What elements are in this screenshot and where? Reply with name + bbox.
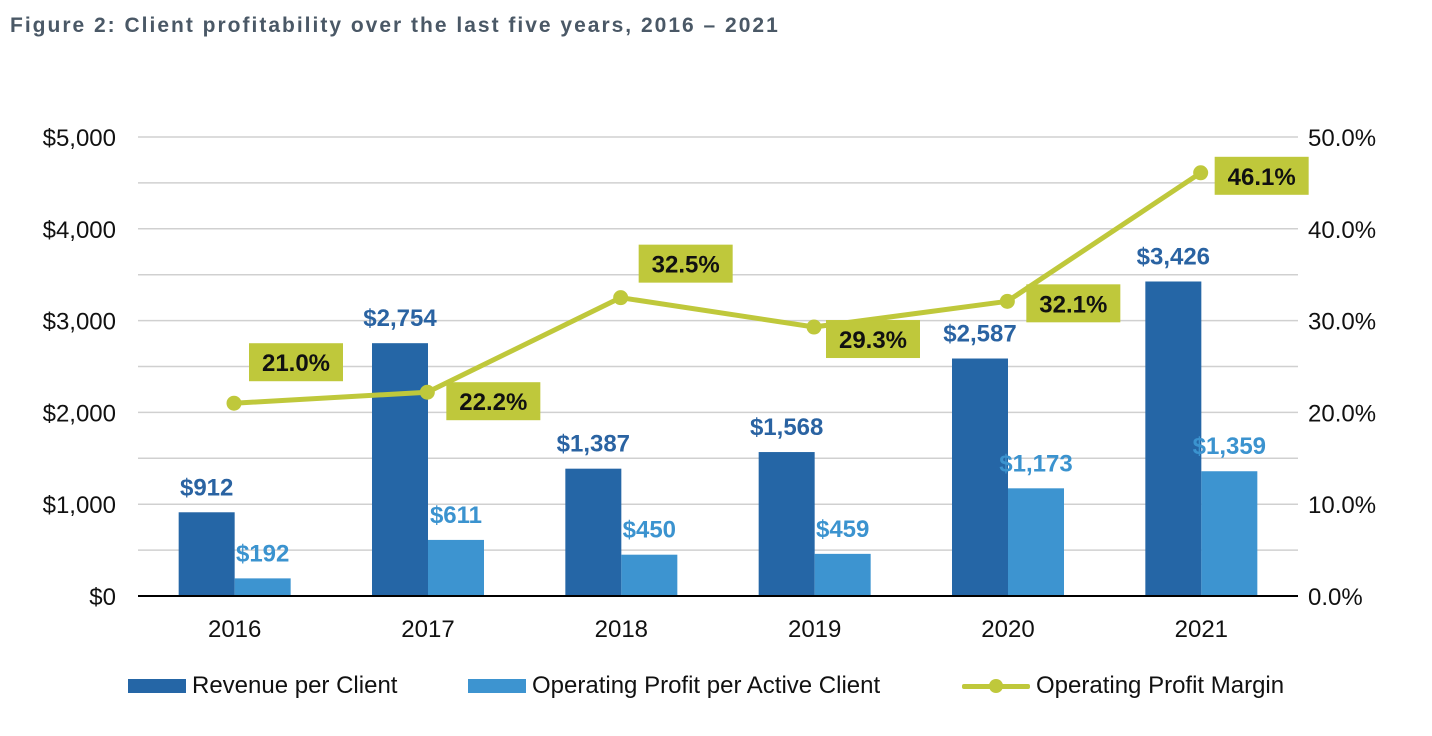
bar-revenue [178, 512, 235, 596]
margin-label-box [446, 382, 541, 421]
x-tick-label: 2016 [208, 616, 261, 643]
margin-label-box [1026, 284, 1121, 323]
bar-revenue [372, 343, 428, 596]
y-right-tick-label: 40.0% [1308, 217, 1376, 244]
margin-label-box [638, 244, 733, 283]
bar-profit [814, 553, 871, 596]
y-right-tick-label: 30.0% [1308, 309, 1376, 336]
x-tick-label: 2019 [788, 616, 841, 643]
data-label-profit: $611 [430, 502, 482, 529]
margin-point [226, 395, 242, 411]
data-label-margin: 21.0% [262, 350, 330, 377]
y-left-tick-label: $0 [89, 584, 116, 611]
chart-legend: Revenue per Client Operating Profit per … [0, 668, 1432, 704]
y-left-tick-label: $4,000 [43, 217, 116, 244]
y-right-tick-label: 50.0% [1308, 125, 1376, 152]
data-label-profit: $1,173 [999, 450, 1072, 477]
legend-item-margin: Operating Profit Margin [962, 668, 1284, 704]
data-label-margin: 46.1% [1228, 164, 1296, 191]
figure-title: Figure 2: Client profitability over the … [10, 14, 780, 37]
margin-point [613, 290, 629, 306]
data-label-profit: $459 [816, 516, 869, 543]
data-label-margin: 22.2% [459, 389, 527, 416]
bar-profit [234, 578, 291, 596]
bar-profit [428, 539, 484, 596]
margin-point [1193, 165, 1209, 181]
bar-profit [1201, 471, 1258, 596]
y-right-tick-label: 20.0% [1308, 400, 1376, 427]
data-label-revenue: $2,754 [363, 305, 437, 332]
x-tick-label: 2020 [981, 616, 1034, 643]
data-label-margin: 32.5% [652, 252, 720, 279]
data-label-margin: 32.1% [1039, 291, 1107, 318]
margin-line [233, 170, 1203, 406]
data-label-profit: $1,359 [1193, 433, 1266, 460]
y-left-tick-label: $2,000 [43, 400, 116, 427]
legend-label-profit: Operating Profit per Active Client [532, 672, 881, 699]
bar-profit [621, 554, 678, 596]
legend-swatch-revenue [128, 679, 186, 693]
y-right-tick-label: 10.0% [1308, 492, 1376, 519]
y-left-tick-label: $5,000 [43, 125, 116, 152]
x-tick-label: 2018 [595, 616, 648, 643]
bar-revenue [1145, 281, 1202, 596]
bar-revenue [565, 468, 622, 596]
legend-item-revenue: Revenue per Client [128, 668, 397, 704]
data-label-revenue: $1,387 [557, 431, 630, 458]
bar-profit [1008, 488, 1064, 596]
legend-label-revenue: Revenue per Client [192, 672, 398, 699]
x-tick-label: 2021 [1175, 616, 1228, 643]
margin-label-box [249, 343, 343, 382]
y-right-tick-label: 0.0% [1308, 584, 1363, 611]
margin-label-box [826, 320, 920, 359]
y-left-tick-label: $3,000 [43, 309, 116, 336]
y-left-tick-label: $1,000 [43, 492, 116, 519]
legend-swatch-profit [468, 679, 526, 693]
data-label-revenue: $2,587 [943, 321, 1016, 348]
data-label-revenue: $1,568 [750, 414, 823, 441]
data-label-revenue: $912 [180, 474, 233, 501]
legend-label-margin: Operating Profit Margin [1036, 672, 1285, 699]
x-tick-label: 2017 [401, 616, 454, 643]
margin-point [806, 319, 822, 335]
legend-item-profit: Operating Profit per Active Client [468, 668, 880, 704]
data-label-profit: $450 [623, 517, 676, 544]
margin-label-box [1214, 156, 1309, 195]
bar-revenue [952, 358, 1008, 596]
legend-swatch-margin [962, 679, 1030, 693]
data-label-profit: $192 [236, 540, 289, 567]
margin-point [419, 384, 435, 400]
margin-point [999, 293, 1015, 309]
bar-revenue [758, 452, 815, 596]
data-label-margin: 29.3% [839, 327, 907, 354]
data-label-revenue: $3,426 [1137, 243, 1210, 270]
